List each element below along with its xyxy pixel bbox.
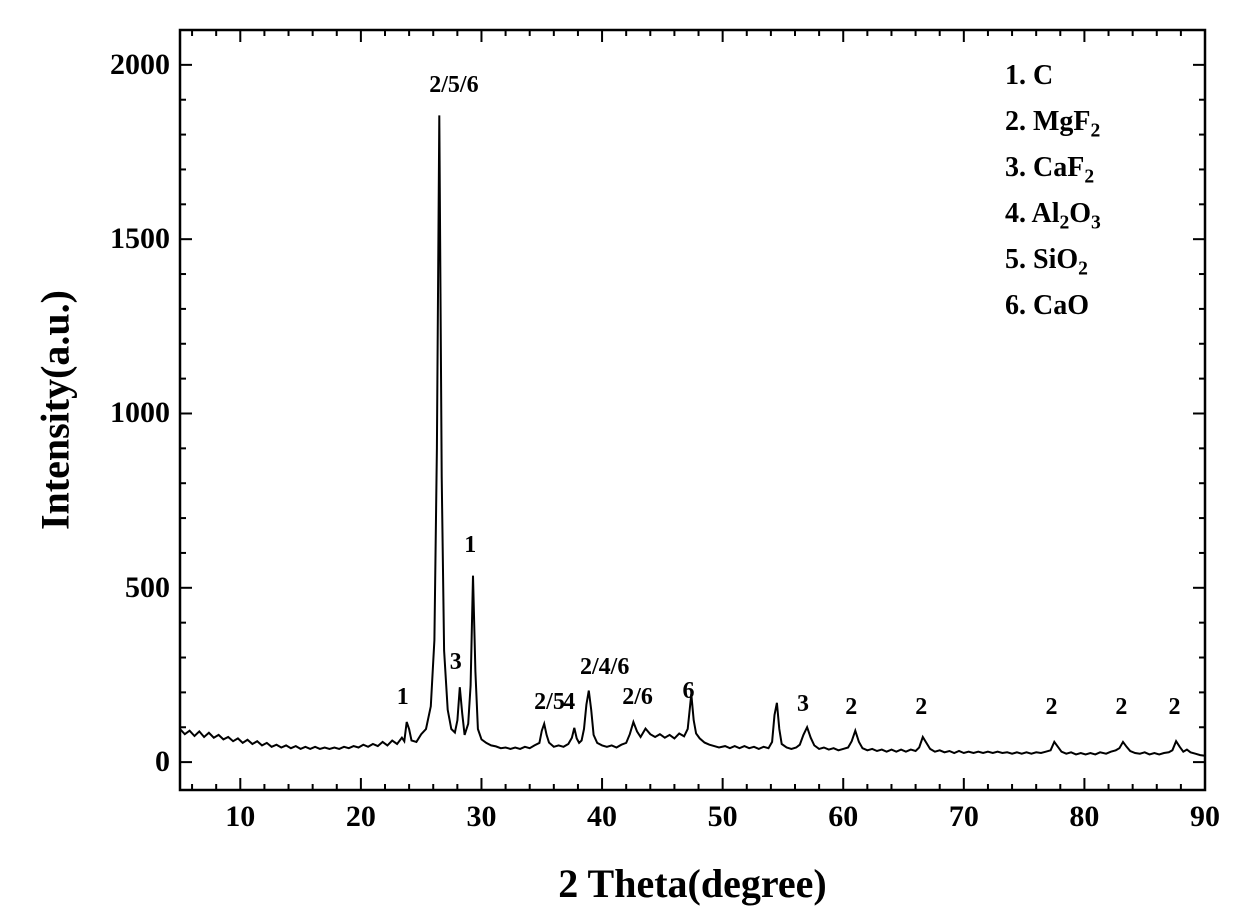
peak-label: 3 [450,649,462,676]
x-tick-label: 20 [346,800,376,834]
peak-label: 2/5 [534,689,565,716]
x-tick-label: 70 [949,800,979,834]
y-axis-title: Intensity(a.u.) [32,290,79,530]
xrd-chart: Intensity(a.u.) 2 Theta(degree) 10203040… [0,0,1240,922]
x-axis-title: 2 Theta(degree) [0,860,1240,907]
peak-label: 1 [397,684,409,711]
peak-label: 3 [797,691,809,718]
y-tick-label: 2000 [100,48,170,82]
peak-label: 2 [915,694,927,721]
y-tick-label: 1000 [100,396,170,430]
x-tick-label: 30 [466,800,496,834]
x-tick-label: 80 [1069,800,1099,834]
peak-label: 2/4/6 [580,654,629,681]
x-tick-label: 90 [1190,800,1220,834]
peak-label: 4 [563,689,575,716]
peak-label: 2/5/6 [429,72,478,99]
y-tick-label: 1500 [100,222,170,256]
peak-label: 6 [683,678,695,705]
legend-item: 2. MgF2 [1005,106,1100,143]
peak-label: 2 [1115,694,1127,721]
x-tick-label: 10 [225,800,255,834]
x-tick-label: 50 [708,800,738,834]
peak-label: 1 [464,532,476,559]
y-tick-label: 0 [100,745,170,779]
x-tick-label: 60 [828,800,858,834]
legend-item: 3. CaF2 [1005,152,1094,189]
x-tick-label: 40 [587,800,617,834]
legend-item: 5. SiO2 [1005,244,1088,281]
peak-label: 2 [845,694,857,721]
peak-label: 2 [1045,694,1057,721]
peak-label: 2 [1168,694,1180,721]
legend-item: 6. CaO [1005,290,1089,322]
y-tick-label: 500 [100,571,170,605]
legend-item: 4. Al2O3 [1005,198,1101,235]
legend-item: 1. C [1005,60,1053,92]
peak-label: 2/6 [622,684,653,711]
